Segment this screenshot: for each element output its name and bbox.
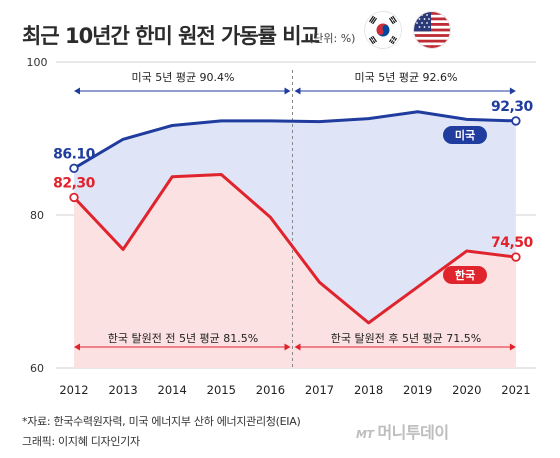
us-avg-before-arrow-head-left: [74, 87, 80, 95]
us-start-marker: [69, 163, 79, 174]
y-tick-80: 80: [30, 209, 44, 222]
x-tick-2019: 2019: [403, 383, 432, 397]
kr-end-value-label: 74,50: [491, 235, 534, 251]
unit-label: (단위: %): [309, 32, 356, 45]
us-series-label-pill: [443, 126, 487, 144]
x-tick-2021: 2021: [501, 383, 530, 397]
utilization-chart: 60 80 100 2012 2013 2014 2015 2016 2017 2018 2019 2…: [27, 56, 536, 397]
kr-start-value-label: 82,30: [53, 175, 96, 191]
watermark-mt: MT: [356, 428, 374, 441]
kr-series-line: [72, 172, 517, 325]
kr-avg-after-label: 한국 탈원전 후 5년 평균 71.5%: [331, 332, 482, 345]
x-tick-2013: 2013: [108, 383, 137, 397]
us-series-line: [73, 110, 516, 170]
us-avg-before-label: 미국 5년 평균 90.4%: [131, 71, 234, 84]
kr-avg-after-arrow-head-left: [294, 343, 301, 351]
usa-flag-icon: [414, 12, 450, 48]
x-tick-2016: 2016: [256, 383, 285, 397]
kr-avg-before-arrow-head-right: [284, 343, 291, 351]
x-tick-2014: 2014: [158, 383, 187, 397]
kr-start-marker: [69, 192, 79, 203]
y-tick-100: 100: [27, 56, 48, 69]
korea-flag-icon: [365, 12, 401, 48]
x-tick-2012: 2012: [59, 383, 88, 397]
x-tick-2018: 2018: [354, 383, 383, 397]
us-end-marker: [511, 116, 521, 126]
us-start-value-label: 86.10: [53, 146, 96, 162]
us-avg-before-arrow-head-right: [284, 87, 291, 95]
x-tick-2020: 2020: [452, 383, 481, 397]
watermark-name: 머니투데이: [377, 423, 449, 442]
us-series-label-text: 미국: [455, 128, 475, 142]
kr-avg-before-label: 한국 탈원전 전 5년 평균 81.5%: [108, 332, 259, 345]
kr-avg-before-arrow-head-left: [74, 343, 80, 351]
us-avg-after-arrow-head-left: [294, 87, 301, 95]
kr-area: [74, 174, 516, 368]
publisher-watermark: MT 머니투데이: [356, 419, 449, 443]
x-tick-2015: 2015: [207, 383, 236, 397]
y-tick-60: 60: [30, 362, 44, 375]
graphic-credit: 그래픽: 이지혜 디자인기자: [22, 435, 140, 448]
chart-title: 최근 10년간 한미 원전 가동률 비교: [22, 24, 320, 48]
us-avg-after-arrow-head-right: [509, 87, 516, 95]
us-end-value-label: 92,30: [491, 99, 534, 115]
source-note: *자료: 한국수력원자력, 미국 에너지부 산하 에너지관리청(EIA): [22, 415, 301, 428]
us-avg-after-label: 미국 5년 평균 92.6%: [354, 71, 457, 84]
kr-end-marker: [511, 252, 521, 262]
x-tick-2017: 2017: [305, 383, 334, 397]
kr-series-label-text: 한국: [455, 268, 475, 282]
kr-avg-after-arrow-head-right: [509, 343, 516, 351]
kr-series-label-pill: [443, 266, 487, 284]
